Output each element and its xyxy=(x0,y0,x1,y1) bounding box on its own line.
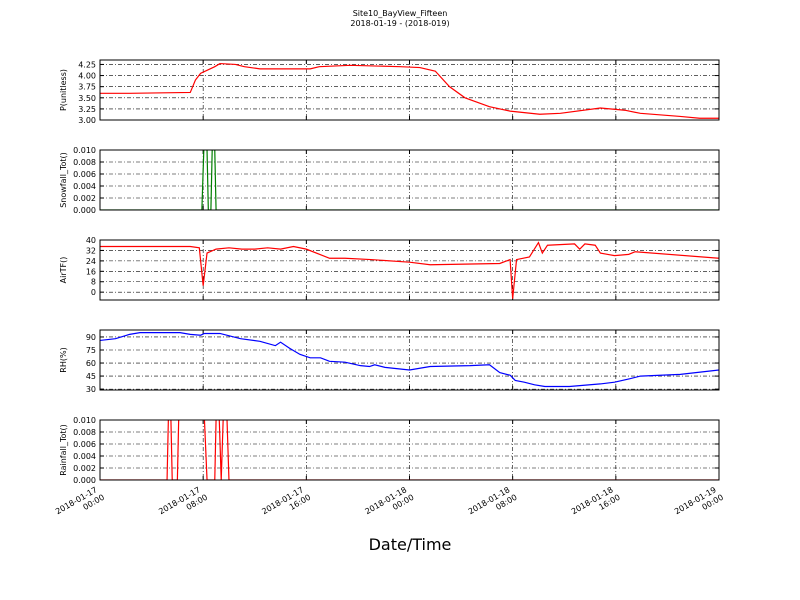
y-axis-label: RH(%) xyxy=(59,347,68,372)
plot-frame xyxy=(99,149,720,211)
data-line xyxy=(100,332,719,388)
y-tick-label: 0.004 xyxy=(73,452,96,461)
y-tick-label: 60 xyxy=(86,359,96,368)
chart-title: Site10_BayView_Fifteen xyxy=(353,9,448,18)
plot-area xyxy=(100,150,719,210)
x-tick-label: 2018-01-19 00:00 xyxy=(673,484,725,525)
y-axis-label: Rainfall_Tot() xyxy=(59,424,68,476)
plot-frame xyxy=(99,59,720,121)
plot-area xyxy=(100,332,719,388)
x-axis-label: Date/Time xyxy=(369,535,452,554)
y-axis-label: AirTF() xyxy=(59,257,68,284)
y-tick-label: 0.008 xyxy=(73,158,96,167)
y-tick-label: 3.00 xyxy=(78,116,96,125)
y-tick-label: 3.75 xyxy=(78,83,96,92)
y-tick-label: 0.000 xyxy=(73,476,96,485)
y-tick-label: 90 xyxy=(86,333,96,342)
x-tick-label: 2018-01-18 08:00 xyxy=(467,484,519,525)
x-tick-label: 2018-01-17 16:00 xyxy=(260,484,312,525)
y-tick-label: 24 xyxy=(86,257,96,266)
plot-frame xyxy=(99,419,720,481)
y-tick-label: 0.002 xyxy=(73,464,96,473)
x-tick-label: 2018-01-17 08:00 xyxy=(157,484,209,525)
y-axis-label: P(unitless) xyxy=(59,69,68,111)
y-tick-label: 0.008 xyxy=(73,428,96,437)
y-tick-label: 8 xyxy=(91,278,96,287)
y-tick-label: 16 xyxy=(86,267,96,276)
y-tick-label: 45 xyxy=(86,372,96,381)
x-tick-label: 2018-01-18 16:00 xyxy=(570,484,622,525)
y-tick-label: 0.010 xyxy=(73,146,96,155)
y-tick-label: 0.002 xyxy=(73,194,96,203)
y-tick-label: 3.25 xyxy=(78,105,96,114)
data-line xyxy=(100,62,719,119)
y-axis-label: Snowfall_Tot() xyxy=(59,152,68,208)
plot-area xyxy=(100,241,719,299)
y-tick-label: 4.00 xyxy=(78,72,96,81)
plot-area xyxy=(100,62,719,119)
y-tick-label: 0.000 xyxy=(73,206,96,215)
y-tick-label: 4.25 xyxy=(78,60,96,69)
y-tick-label: 75 xyxy=(86,346,96,355)
y-tick-label: 0.006 xyxy=(73,170,96,179)
y-tick-label: 30 xyxy=(86,385,96,394)
y-tick-label: 40 xyxy=(86,236,96,245)
x-tick-label: 2018-01-18 00:00 xyxy=(364,484,416,525)
plot-frame xyxy=(99,329,720,391)
data-line xyxy=(100,241,719,299)
y-tick-label: 32 xyxy=(86,246,96,255)
chart-subtitle: 2018-01-19 - (2018-019) xyxy=(350,19,449,28)
y-tick-label: 0.006 xyxy=(73,440,96,449)
y-tick-label: 3.50 xyxy=(78,94,96,103)
y-tick-label: 0.004 xyxy=(73,182,96,191)
x-tick-label: 2018-01-17 00:00 xyxy=(54,484,106,525)
plot-frame xyxy=(99,239,720,301)
y-tick-label: 0 xyxy=(91,288,96,297)
y-tick-label: 0.010 xyxy=(73,416,96,425)
data-line xyxy=(100,150,719,210)
